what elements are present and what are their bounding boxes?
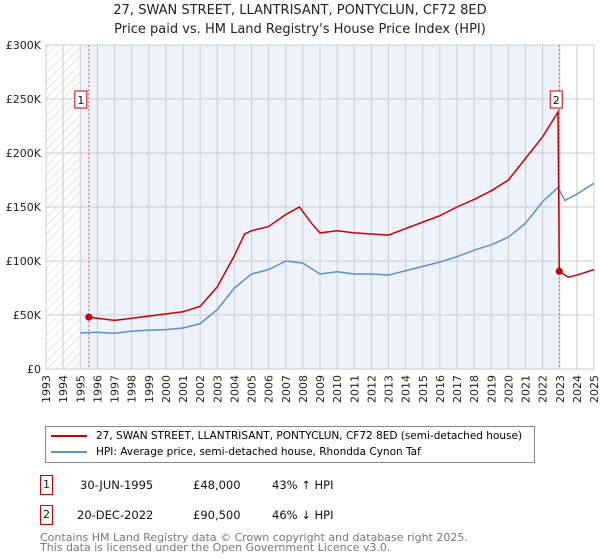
sale-point [85, 313, 93, 321]
price-line [88, 109, 595, 322]
x-tick-label: 2008 [297, 375, 310, 403]
plot-area: 1993 1994 1995 1996 1997 1998 1999 2000 2001 2002… [6, 39, 600, 403]
marker-badge: 2 [40, 505, 53, 525]
x-tick-label: 2003 [211, 375, 224, 403]
chart-subtitle: Price paid vs. HM Land Registry's House … [114, 22, 486, 37]
footer-copyright: Contains HM Land Registry data © Crown c… [40, 531, 468, 544]
sale-label-box [549, 90, 563, 109]
x-tick-label: 1994 [57, 375, 70, 403]
x-tick-label: 2021 [520, 375, 533, 403]
sale-label-box [74, 90, 88, 109]
x-tick-label: 2025 [588, 375, 600, 403]
transaction-row: 1 30-JUN-1995 £48,000 43% ↑ HPI [40, 475, 540, 495]
x-tick-label: 2017 [451, 375, 464, 403]
x-tick-label: 2007 [280, 375, 293, 403]
plot-border [45, 44, 595, 370]
x-tick-label: 2013 [383, 375, 396, 403]
x-tick-label: 1996 [91, 375, 104, 403]
transaction-price: £48,000 [193, 478, 241, 492]
legend-swatch-hpi [51, 451, 87, 453]
y-tick-label: £100K [6, 255, 42, 268]
hpi-line [80, 182, 595, 335]
y-tick-label: £200K [6, 147, 42, 160]
x-tick-label: 2014 [400, 375, 413, 403]
x-tick-label: 2018 [468, 375, 481, 403]
transaction-hpi: 43% ↑ HPI [272, 478, 334, 492]
x-tick-label: 2012 [365, 375, 378, 403]
y-tick-label: £300K [6, 39, 42, 52]
legend-item-price: 27, SWAN STREET, LLANTRISANT, PONTYCLUN,… [51, 430, 522, 442]
x-tick-label: 2000 [160, 375, 173, 403]
legend: 27, SWAN STREET, LLANTRISANT, PONTYCLUN,… [45, 426, 535, 463]
y-tick-label: £150K [6, 201, 42, 214]
y-tick-label: £0 [27, 363, 41, 376]
chart-title: 27, SWAN STREET, LLANTRISANT, PONTYCLUN,… [113, 3, 487, 18]
y-tick-label: £250K [6, 93, 42, 106]
x-tick-label: 1998 [126, 375, 139, 403]
x-tick-label: 1995 [74, 375, 87, 403]
legend-label-price: 27, SWAN STREET, LLANTRISANT, PONTYCLUN,… [96, 430, 523, 442]
x-tick-label: 2011 [348, 375, 361, 403]
x-tick-label: 2010 [331, 375, 344, 403]
transaction-price: £90,500 [193, 508, 241, 522]
x-tick-label: 2001 [177, 375, 190, 403]
x-tick-label: 2022 [537, 375, 550, 403]
transaction-date: 20-DEC-2022 [77, 508, 154, 522]
x-tick-label: 2004 [228, 375, 241, 403]
sale-label: 1 [77, 94, 84, 107]
x-tick-label: 2020 [502, 375, 515, 403]
x-tick-label: 2019 [485, 375, 498, 403]
x-tick-label: 2005 [246, 375, 259, 403]
x-tick-label: 2016 [434, 375, 447, 403]
legend-label-hpi: HPI: Average price, semi-detached house,… [96, 446, 421, 458]
x-tick-label: 1993 [40, 375, 53, 403]
transaction-row: 2 20-DEC-2022 £90,500 46% ↓ HPI [40, 505, 540, 525]
transaction-date: 30-JUN-1995 [80, 478, 154, 492]
y-tick-label: £50K [13, 309, 42, 322]
legend-swatch-price [51, 435, 87, 437]
x-tick-label: 2006 [263, 375, 276, 403]
x-tick-label: 2015 [417, 375, 430, 403]
x-tick-label: 2002 [194, 375, 207, 403]
transaction-hpi: 46% ↓ HPI [272, 508, 334, 522]
x-tick-label: 2023 [554, 375, 567, 403]
sale-point [555, 267, 563, 275]
x-tick-label: 2024 [571, 375, 584, 403]
x-tick-label: 2009 [314, 375, 327, 403]
legend-item-hpi: HPI: Average price, semi-detached house,… [51, 446, 421, 458]
footer-licence: This data is licensed under the Open Gov… [40, 541, 391, 554]
sale-label: 2 [553, 94, 560, 107]
x-tick-label: 1997 [109, 375, 122, 403]
marker-badge: 1 [40, 475, 53, 495]
x-tick-label: 1999 [143, 375, 156, 403]
